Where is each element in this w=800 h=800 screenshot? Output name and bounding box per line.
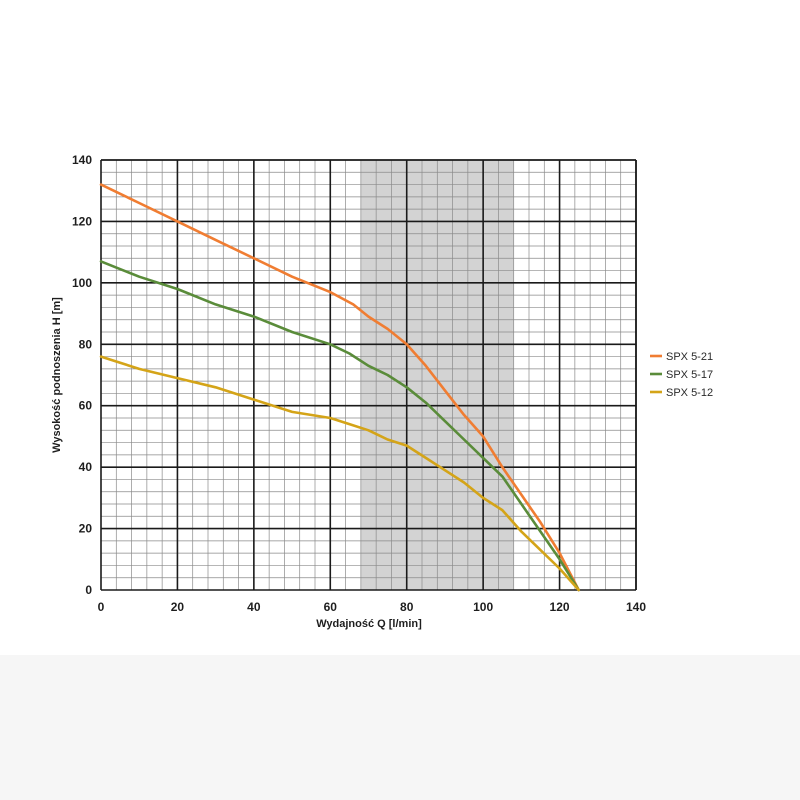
y-tick-labels: 0 20 40 60 80 100 120 140 [72, 153, 92, 597]
y-tick-label: 0 [85, 583, 92, 597]
x-tick-label: 60 [324, 600, 338, 614]
x-tick-label: 20 [171, 600, 185, 614]
y-tick-label: 140 [72, 153, 92, 167]
legend: SPX 5-21 SPX 5-17 SPX 5-12 [650, 351, 713, 399]
y-tick-label: 80 [79, 337, 93, 351]
major-grid [100, 159, 637, 591]
y-tick-label: 20 [79, 522, 93, 536]
legend-label: SPX 5-21 [666, 351, 713, 363]
x-tick-label: 80 [400, 600, 414, 614]
series-line-spx-5-12 [99, 355, 580, 592]
x-tick-labels: 0 20 40 60 80 100 120 140 [98, 600, 647, 614]
legend-label: SPX 5-12 [666, 387, 713, 399]
legend-label: SPX 5-17 [666, 369, 713, 381]
y-tick-label: 60 [79, 399, 93, 413]
y-axis-label: Wysokość podnoszenia H [m] [51, 297, 63, 453]
x-tick-label: 100 [473, 600, 493, 614]
x-tick-label: 40 [247, 600, 261, 614]
y-tick-label: 40 [79, 460, 93, 474]
y-tick-label: 100 [72, 276, 92, 290]
x-tick-label: 140 [626, 600, 646, 614]
series-line-spx-5-21 [99, 183, 580, 592]
x-tick-label: 0 [98, 600, 105, 614]
y-tick-label: 120 [72, 214, 92, 228]
bottom-background-band [0, 655, 800, 800]
series-lines [99, 183, 580, 592]
series-line-spx-5-17 [99, 260, 580, 592]
x-tick-label: 120 [550, 600, 570, 614]
x-axis-label: Wydajność Q [l/min] [316, 618, 422, 630]
